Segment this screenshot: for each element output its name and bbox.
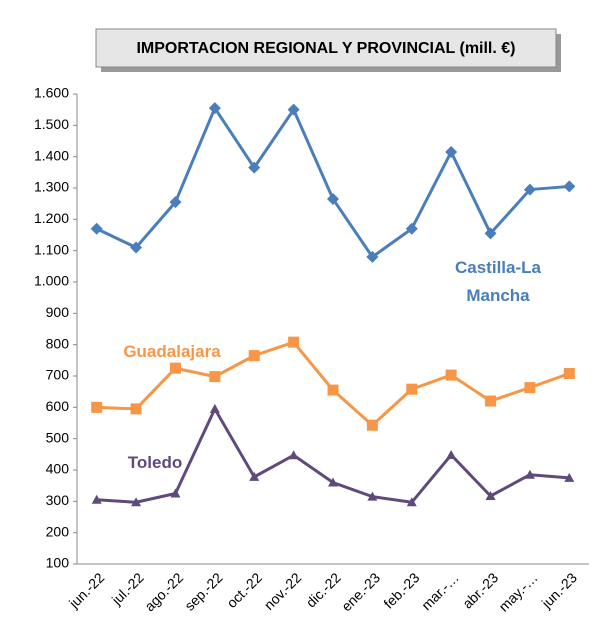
marker	[445, 369, 457, 381]
marker	[485, 491, 496, 501]
marker	[91, 494, 102, 504]
y-tick-label: 1.300	[34, 179, 69, 195]
x-tick-label: mar.-…	[418, 569, 462, 613]
marker	[446, 449, 457, 459]
x-tick-label: nov.-22	[261, 569, 305, 613]
x-tick-label: jun.-23	[538, 569, 580, 611]
x-tick-label: ago.-22	[141, 569, 186, 614]
y-tick-label: 700	[46, 367, 70, 383]
x-tick-label: may.-…	[495, 569, 540, 614]
series-label: Guadalajara	[123, 342, 221, 361]
chart-title: IMPORTACION REGIONAL Y PROVINCIAL (mill.…	[136, 40, 515, 57]
marker	[169, 362, 181, 374]
y-tick-label: 900	[46, 304, 70, 320]
marker	[563, 180, 576, 193]
marker	[406, 497, 417, 507]
marker	[170, 488, 181, 498]
series-label: Castilla-La Mancha	[455, 258, 541, 305]
y-tick-label: 300	[46, 492, 70, 508]
marker	[524, 469, 535, 479]
marker	[523, 183, 536, 196]
marker	[328, 477, 338, 487]
y-tick-label: 1.600	[34, 85, 69, 101]
marker	[366, 419, 378, 431]
y-tick-label: 1.000	[34, 273, 69, 289]
marker	[209, 371, 221, 383]
series-line	[96, 106, 570, 259]
marker	[287, 103, 300, 116]
marker	[209, 403, 220, 413]
y-tick-label: 100	[46, 555, 70, 571]
marker	[91, 401, 103, 413]
marker	[248, 161, 261, 174]
y-tick-label: 600	[46, 398, 70, 414]
marker	[445, 145, 458, 158]
marker	[130, 241, 143, 254]
marker	[366, 250, 379, 263]
x-tick-label: dic.-22	[303, 569, 344, 610]
series-label: Toledo	[127, 453, 183, 472]
marker	[524, 382, 536, 394]
y-tick-label: 1.200	[34, 210, 69, 226]
y-tick-label: 1.500	[34, 116, 69, 132]
marker	[484, 227, 497, 240]
y-tick-label: 500	[46, 429, 70, 445]
marker	[288, 450, 299, 460]
marker	[208, 102, 221, 115]
x-tick-label: jun.-22	[65, 569, 107, 611]
marker	[327, 192, 339, 205]
marker	[248, 350, 260, 362]
marker	[169, 196, 182, 209]
title-box	[95, 28, 557, 68]
x-tick-label: ene.-23	[338, 569, 383, 614]
marker	[367, 491, 378, 501]
x-tick-label: sep.-22	[181, 569, 225, 613]
marker	[131, 497, 142, 507]
marker	[90, 222, 103, 235]
y-tick-label: 800	[46, 335, 70, 351]
marker	[249, 471, 260, 481]
marker	[406, 383, 418, 395]
x-tick-label: feb.-23	[380, 569, 422, 611]
y-tick-label: 1.100	[34, 241, 69, 257]
x-tick-label: oct.-22	[223, 569, 265, 611]
y-tick-label: 200	[46, 523, 70, 539]
y-tick-label: 1.400	[34, 147, 69, 163]
marker	[130, 403, 142, 415]
marker	[485, 395, 497, 407]
marker	[288, 336, 300, 348]
marker	[405, 222, 418, 235]
x-tick-label: abr.-23	[459, 569, 501, 611]
marker	[563, 367, 575, 379]
y-tick-label: 400	[46, 461, 70, 477]
marker	[327, 384, 339, 396]
marker	[564, 472, 575, 482]
